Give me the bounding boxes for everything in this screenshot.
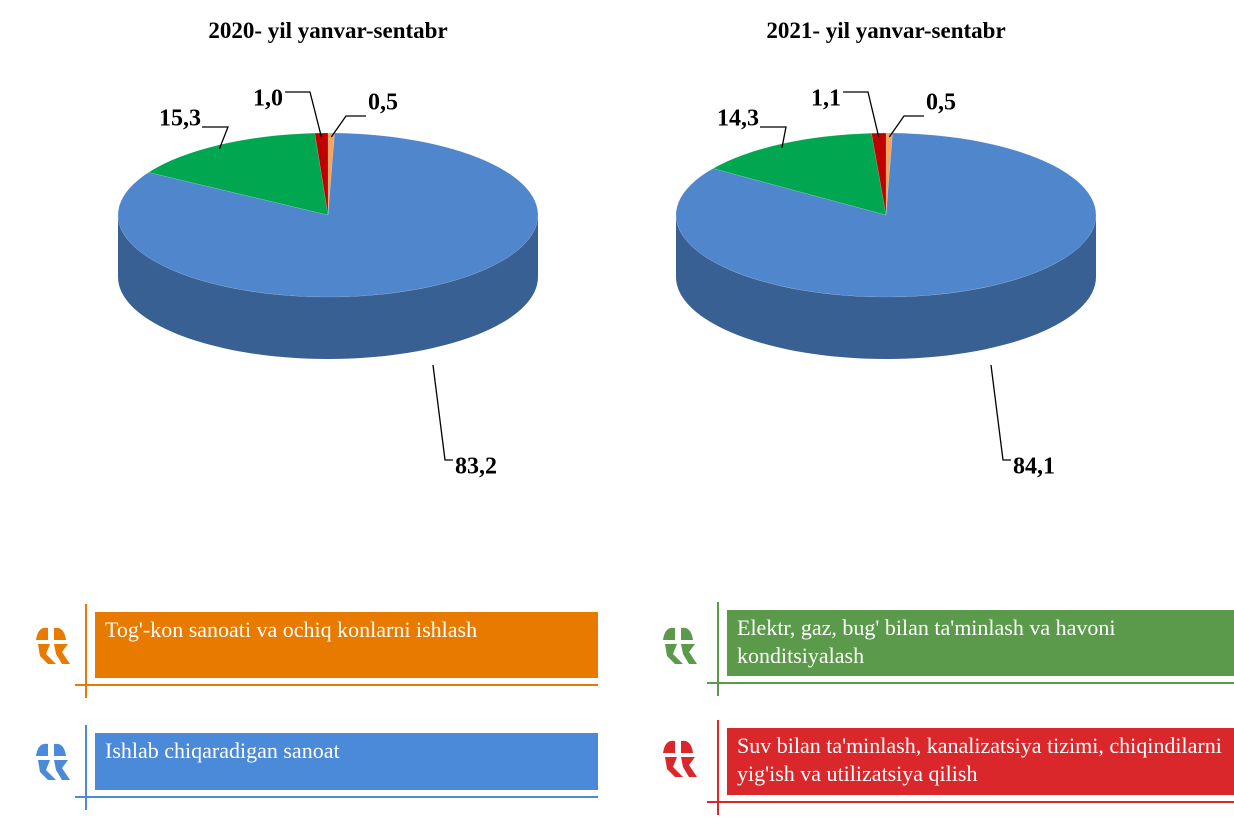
legend-rule (75, 796, 598, 798)
leader-line (888, 115, 924, 138)
leader-line (285, 91, 323, 138)
leader-line (432, 364, 453, 461)
leader-line (330, 115, 366, 138)
legend-separator (85, 604, 87, 698)
slice (117, 132, 539, 298)
legend-item: Elektr, gaz, bug' bilan ta'minlash va ha… (727, 610, 1234, 676)
slice-side (118, 215, 538, 359)
leader-line (760, 126, 787, 148)
slice (675, 132, 1097, 298)
value-label: 15,3 (159, 106, 201, 132)
legend-icon (663, 740, 697, 777)
value-label: 84,1 (1013, 454, 1055, 480)
legend-icon (663, 627, 697, 664)
legend-separator (85, 725, 87, 810)
legend-item: Suv bilan ta'minlash, kanalizatsiya tizi… (727, 728, 1234, 795)
value-label: 0,5 (926, 90, 956, 116)
value-label: 83,2 (455, 454, 497, 480)
value-label: 1,0 (253, 86, 283, 112)
legend-item: Ishlab chiqaradigan sanoat (95, 733, 598, 790)
value-label: 0,5 (368, 90, 398, 116)
slice (314, 132, 329, 216)
chart-title: 2020- yil yanvar-sentabr (208, 18, 447, 43)
legend-rule (75, 684, 598, 686)
legend-separator (717, 720, 719, 815)
slice-side (676, 215, 1096, 359)
leader-line (990, 364, 1011, 461)
charts: 2020- yil yanvar-sentabr 0,5 83,2 15,3 1,0 20… (117, 18, 1097, 480)
legend-icon (36, 627, 70, 664)
value-label: 14,3 (717, 106, 759, 132)
legend-rule (707, 682, 1234, 684)
legend-rule (707, 801, 1234, 803)
legend-icon (36, 743, 70, 780)
leader-line (202, 126, 229, 150)
chart-title: 2021- yil yanvar-sentabr (766, 18, 1005, 43)
legend-item: Tog'-kon sanoati va ochiq konlarni ishla… (95, 612, 598, 678)
value-label: 1,1 (811, 86, 841, 112)
leader-line (843, 91, 880, 138)
legend-separator (717, 602, 719, 696)
slice (712, 132, 887, 216)
slice (871, 132, 887, 216)
slice (147, 132, 329, 216)
